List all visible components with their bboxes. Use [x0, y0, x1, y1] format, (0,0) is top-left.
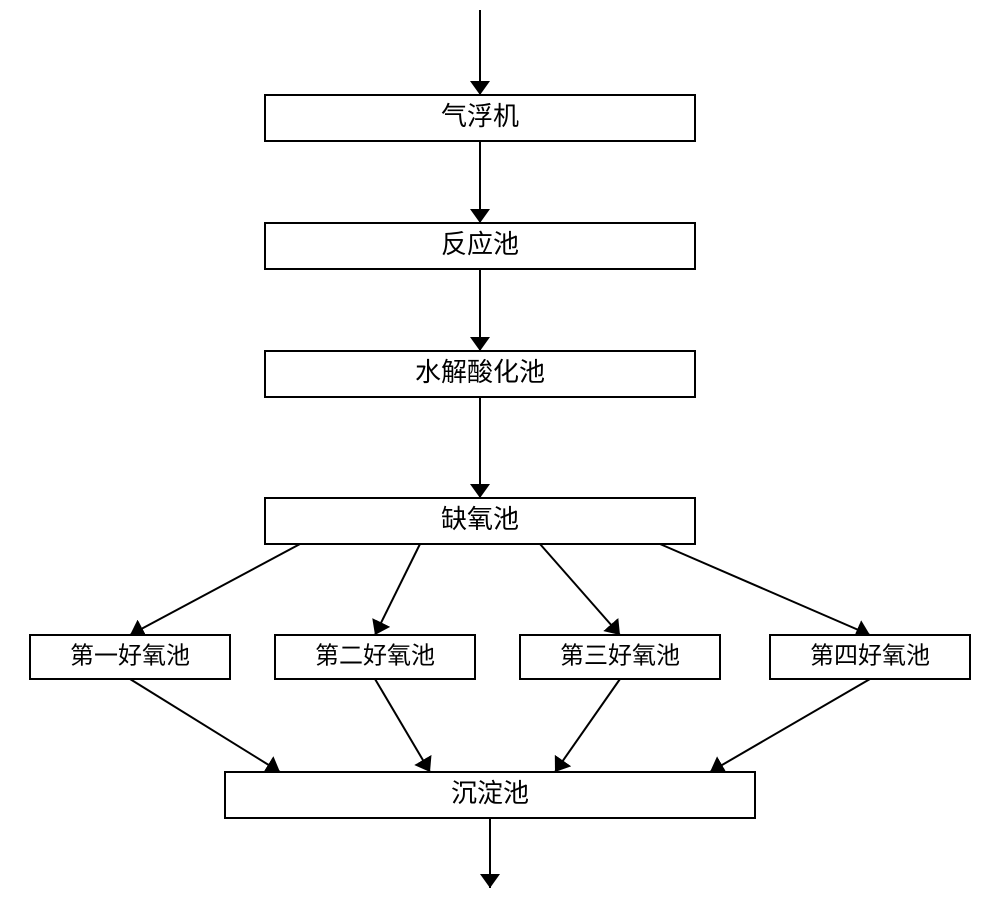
node-label: 沉淀池: [451, 779, 529, 808]
flow-arrow: [555, 679, 620, 772]
flow-arrow: [375, 679, 430, 772]
flow-node-a2: 第二好氧池: [275, 635, 475, 679]
flow-node-a3: 第三好氧池: [520, 635, 720, 679]
flow-arrow: [130, 679, 280, 772]
nodes-layer: 气浮机反应池水解酸化池缺氧池第一好氧池 第二好氧池 第三好氧池 第四好氧池沉淀池: [30, 95, 970, 818]
flowchart-canvas: 气浮机反应池水解酸化池缺氧池第一好氧池 第二好氧池 第三好氧池 第四好氧池沉淀池: [0, 0, 1000, 898]
node-label: 反应池: [441, 230, 519, 259]
flow-node-n5: 沉淀池: [225, 772, 755, 818]
flow-arrow: [375, 544, 420, 635]
flow-node-a4: 第四好氧池: [770, 635, 970, 679]
flow-arrow: [660, 544, 870, 635]
node-label: 第一好氧池: [70, 643, 190, 670]
node-label: 第二好氧池: [315, 643, 435, 670]
flow-node-a1: 第一好氧池: [30, 635, 230, 679]
flow-arrow: [540, 544, 620, 635]
flow-arrow: [130, 544, 300, 635]
flow-arrow: [710, 679, 870, 772]
node-label: 第三好氧池: [560, 643, 680, 670]
flow-node-n2: 反应池: [265, 223, 695, 269]
node-label: 第四好氧池: [810, 643, 930, 670]
node-label: 水解酸化池: [415, 358, 545, 387]
flow-node-n3: 水解酸化池: [265, 351, 695, 397]
node-label: 气浮机: [441, 102, 519, 131]
flow-node-n4: 缺氧池: [265, 498, 695, 544]
node-label: 缺氧池: [441, 505, 519, 534]
flow-node-n1: 气浮机: [265, 95, 695, 141]
